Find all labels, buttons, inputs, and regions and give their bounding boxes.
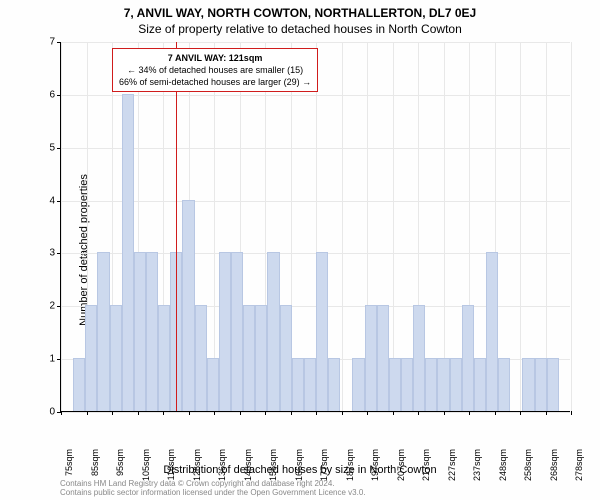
y-tick-label: 0: [31, 407, 55, 418]
x-tick-mark: [138, 411, 139, 415]
x-tick-mark: [469, 411, 470, 415]
x-tick-mark: [418, 411, 419, 415]
y-tick-label: 4: [31, 195, 55, 206]
y-tick-label: 5: [31, 142, 55, 153]
x-tick-mark: [189, 411, 190, 415]
chart-container: 7, ANVIL WAY, NORTH COWTON, NORTHALLERTO…: [0, 0, 600, 500]
x-tick-mark: [495, 411, 496, 415]
x-tick-mark: [214, 411, 215, 415]
info-box-line: ← 34% of detached houses are smaller (15…: [119, 64, 311, 76]
y-tick-label: 7: [31, 37, 55, 48]
x-tick-mark: [520, 411, 521, 415]
x-tick-mark: [316, 411, 317, 415]
info-box-line: 7 ANVIL WAY: 121sqm: [119, 52, 311, 64]
x-tick-mark: [265, 411, 266, 415]
marker-line: [176, 42, 177, 411]
plot-area: 0123456775sqm85sqm95sqm105sqm116sqm126sq…: [60, 42, 570, 412]
title-main: 7, ANVIL WAY, NORTH COWTON, NORTHALLERTO…: [0, 6, 600, 20]
x-tick-mark: [367, 411, 368, 415]
title-sub: Size of property relative to detached ho…: [0, 22, 600, 36]
y-tick-label: 6: [31, 89, 55, 100]
x-tick-mark: [291, 411, 292, 415]
info-box-line: 66% of semi-detached houses are larger (…: [119, 76, 311, 88]
x-tick-mark: [163, 411, 164, 415]
x-tick-mark: [444, 411, 445, 415]
footer-line-2: Contains public sector information licen…: [60, 488, 366, 498]
x-tick-mark: [87, 411, 88, 415]
x-tick-mark: [240, 411, 241, 415]
y-tick-label: 1: [31, 354, 55, 365]
y-tick-label: 3: [31, 248, 55, 259]
grid-vertical-line: [571, 42, 572, 411]
info-box: 7 ANVIL WAY: 121sqm← 34% of detached hou…: [112, 48, 318, 92]
x-tick-mark: [112, 411, 113, 415]
x-tick-mark: [342, 411, 343, 415]
x-tick-mark: [546, 411, 547, 415]
footer-line-1: Contains HM Land Registry data © Crown c…: [60, 479, 366, 489]
x-tick-mark: [393, 411, 394, 415]
overlay-layer: 7 ANVIL WAY: 121sqm← 34% of detached hou…: [61, 42, 570, 411]
y-tick-label: 2: [31, 301, 55, 312]
x-tick-mark: [571, 411, 572, 415]
x-axis-label: Distribution of detached houses by size …: [0, 464, 600, 476]
x-tick-mark: [61, 411, 62, 415]
footer-attribution: Contains HM Land Registry data © Crown c…: [60, 479, 366, 498]
